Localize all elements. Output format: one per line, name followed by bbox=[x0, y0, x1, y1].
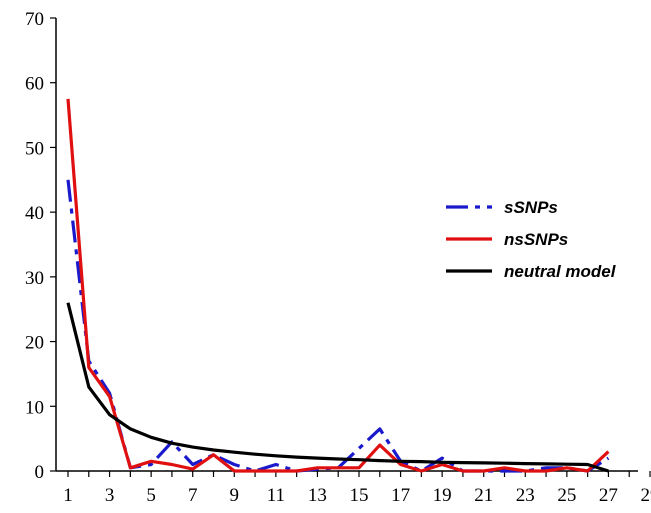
x-tick-label: 29 bbox=[641, 485, 651, 506]
series-lines bbox=[66, 98, 610, 473]
x-tick-label: 17 bbox=[391, 485, 410, 506]
y-tick-label: 50 bbox=[25, 138, 44, 159]
y-tick-label: 30 bbox=[25, 268, 44, 289]
x-tick-label: 7 bbox=[188, 485, 198, 506]
x-tick-label: 11 bbox=[267, 485, 285, 506]
x-tick-label: 23 bbox=[516, 485, 535, 506]
x-tick-label: 21 bbox=[474, 485, 493, 506]
x-tick-label: 19 bbox=[433, 485, 452, 506]
series-line-ssnps bbox=[66, 179, 610, 473]
x-tick-label: 13 bbox=[308, 485, 327, 506]
legend-label: neutral model bbox=[504, 262, 617, 281]
x-tick-label: 3 bbox=[105, 485, 115, 506]
x-tick-label: 1 bbox=[63, 485, 73, 506]
series-line-nssnps bbox=[66, 98, 610, 473]
y-tick-label: 60 bbox=[25, 74, 44, 95]
legend: sSNPs nsSNPs neutral model bbox=[446, 198, 617, 281]
tick-labels: 0102030405060701357911131517192123252729 bbox=[25, 9, 651, 506]
x-tick-label: 25 bbox=[557, 485, 576, 506]
x-tick-label: 9 bbox=[230, 485, 240, 506]
x-tick-label: 5 bbox=[146, 485, 156, 506]
legend-label: sSNPs bbox=[504, 198, 558, 217]
y-tick-label: 10 bbox=[25, 397, 44, 418]
y-tick-label: 20 bbox=[25, 333, 44, 354]
y-tick-label: 40 bbox=[25, 203, 44, 224]
legend-label: nsSNPs bbox=[504, 230, 568, 249]
y-tick-label: 70 bbox=[25, 9, 44, 30]
y-tick-label: 0 bbox=[35, 462, 45, 483]
x-tick-label: 27 bbox=[599, 485, 618, 506]
series-line-neutral-model bbox=[66, 302, 609, 473]
x-tick-label: 15 bbox=[350, 485, 369, 506]
